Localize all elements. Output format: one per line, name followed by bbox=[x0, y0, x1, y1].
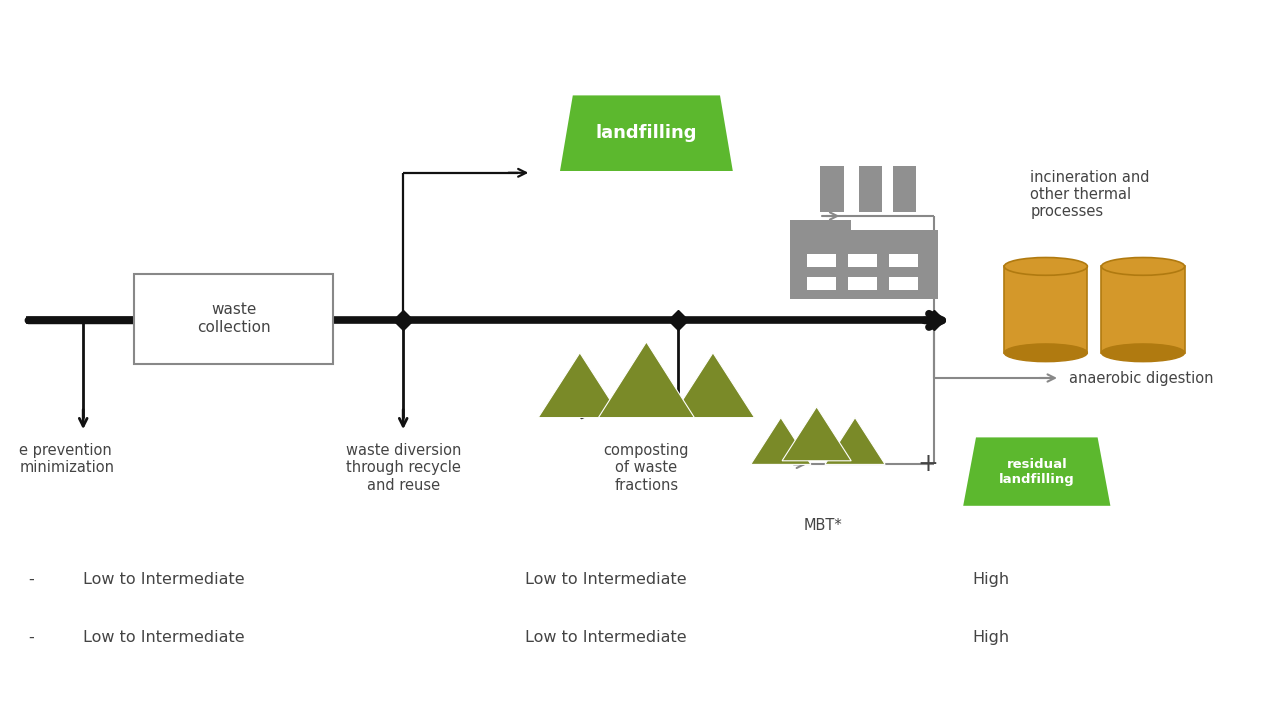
Text: anaerobic digestion: anaerobic digestion bbox=[1069, 371, 1213, 385]
FancyBboxPatch shape bbox=[890, 277, 919, 290]
Text: Low to Intermediate: Low to Intermediate bbox=[83, 572, 244, 587]
FancyBboxPatch shape bbox=[890, 254, 919, 267]
Text: High: High bbox=[973, 630, 1010, 644]
Text: Low to Intermediate: Low to Intermediate bbox=[525, 630, 686, 644]
Polygon shape bbox=[750, 418, 812, 464]
Polygon shape bbox=[539, 353, 622, 418]
FancyBboxPatch shape bbox=[808, 254, 837, 267]
Ellipse shape bbox=[1004, 258, 1087, 275]
FancyBboxPatch shape bbox=[820, 166, 844, 212]
FancyBboxPatch shape bbox=[791, 238, 937, 299]
Ellipse shape bbox=[1004, 344, 1087, 361]
Text: Low to Intermediate: Low to Intermediate bbox=[83, 630, 244, 644]
Text: -: - bbox=[28, 630, 33, 644]
Text: landfilling: landfilling bbox=[595, 124, 698, 143]
Text: -: - bbox=[28, 572, 33, 587]
Ellipse shape bbox=[1101, 344, 1185, 361]
Text: MBT*: MBT* bbox=[804, 518, 842, 534]
FancyBboxPatch shape bbox=[1004, 266, 1087, 353]
Polygon shape bbox=[826, 418, 886, 464]
Polygon shape bbox=[782, 407, 851, 461]
Polygon shape bbox=[791, 220, 937, 238]
Text: waste diversion
through recycle
and reuse: waste diversion through recycle and reus… bbox=[346, 443, 461, 492]
FancyBboxPatch shape bbox=[1101, 266, 1185, 353]
Text: High: High bbox=[973, 572, 1010, 587]
FancyBboxPatch shape bbox=[849, 277, 878, 290]
FancyBboxPatch shape bbox=[893, 166, 916, 212]
FancyBboxPatch shape bbox=[134, 274, 333, 364]
FancyBboxPatch shape bbox=[849, 254, 878, 267]
FancyBboxPatch shape bbox=[859, 166, 882, 212]
Text: residual
landfilling: residual landfilling bbox=[998, 458, 1075, 485]
Ellipse shape bbox=[1101, 258, 1185, 275]
Text: e prevention
minimization: e prevention minimization bbox=[19, 443, 114, 475]
Polygon shape bbox=[672, 353, 755, 418]
Text: waste
collection: waste collection bbox=[197, 302, 270, 335]
Text: composting
of waste
fractions: composting of waste fractions bbox=[604, 443, 689, 492]
Polygon shape bbox=[964, 438, 1111, 505]
Polygon shape bbox=[561, 96, 732, 171]
Text: Low to Intermediate: Low to Intermediate bbox=[525, 572, 686, 587]
FancyBboxPatch shape bbox=[808, 277, 837, 290]
Polygon shape bbox=[599, 342, 694, 418]
Text: +: + bbox=[918, 452, 938, 477]
Text: incineration and
other thermal
processes: incineration and other thermal processes bbox=[1030, 169, 1149, 220]
